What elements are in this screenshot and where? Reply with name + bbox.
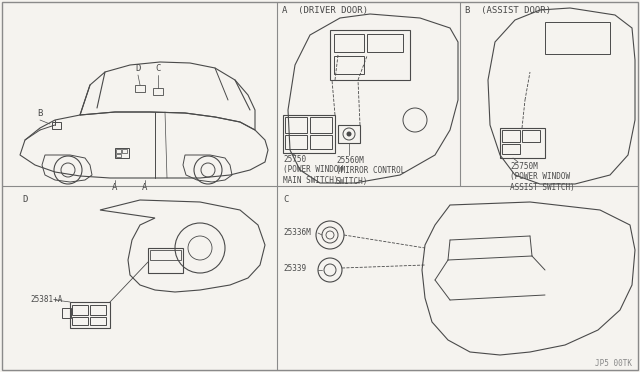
Text: D: D [22,195,28,204]
Bar [70,302,110,328]
Text: C: C [283,195,289,204]
Text: C: C [156,64,161,73]
Bar [116,149,121,153]
Text: B: B [37,109,43,118]
Bar [283,115,335,153]
Bar [367,34,403,52]
Bar [52,122,61,129]
Bar [338,125,360,143]
Bar [334,56,364,74]
Text: JP5 00TK: JP5 00TK [595,359,632,368]
Bar [545,22,610,54]
Text: B  (ASSIST DOOR): B (ASSIST DOOR) [465,6,551,15]
Bar [122,149,127,153]
Bar [72,317,88,325]
Bar [116,154,121,157]
Bar [285,117,307,133]
Bar [310,117,332,133]
Bar [90,317,106,325]
Bar [330,30,410,80]
Text: A: A [142,183,148,192]
Text: 25560M
(MIRROR CONTROL
SWITCH): 25560M (MIRROR CONTROL SWITCH) [336,156,405,186]
Bar [153,88,163,95]
Bar [150,250,181,260]
Circle shape [346,131,351,137]
Bar [500,128,545,158]
Bar [62,308,71,318]
Bar [285,135,307,149]
Text: 25336M: 25336M [283,228,311,237]
Bar [502,130,520,142]
Text: D: D [135,64,141,73]
Text: A: A [112,183,118,192]
Bar [115,148,129,158]
Bar [310,135,332,149]
Text: 25339: 25339 [283,264,306,273]
Bar [334,34,364,52]
Bar [148,248,183,273]
Text: 25750
(POWER WINDOW
MAIN SWITCH): 25750 (POWER WINDOW MAIN SWITCH) [283,155,343,185]
Text: 25381+A: 25381+A [30,295,62,304]
Bar [522,130,540,142]
Bar [90,305,106,315]
Text: A  (DRIVER DOOR): A (DRIVER DOOR) [282,6,368,15]
Bar [72,305,88,315]
Text: 25750M
(POWER WINDOW
ASSIST SWITCH): 25750M (POWER WINDOW ASSIST SWITCH) [510,162,575,192]
Bar [135,85,145,92]
Bar [502,144,520,154]
